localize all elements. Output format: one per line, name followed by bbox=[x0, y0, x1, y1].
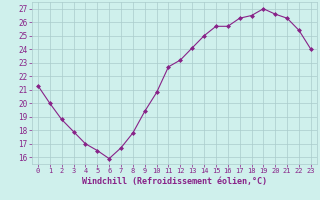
X-axis label: Windchill (Refroidissement éolien,°C): Windchill (Refroidissement éolien,°C) bbox=[82, 177, 267, 186]
